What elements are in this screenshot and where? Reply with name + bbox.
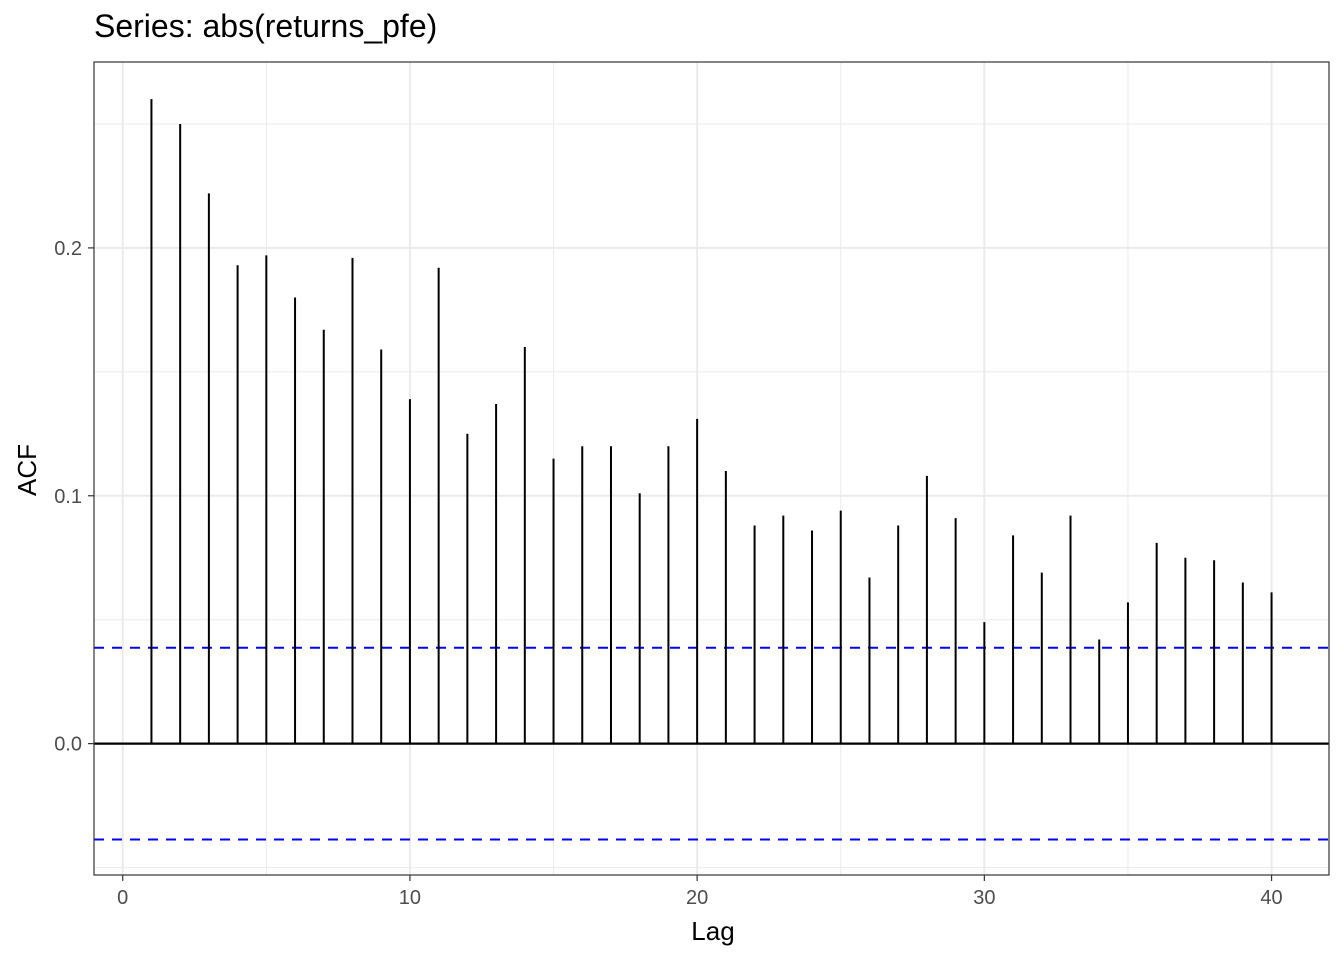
grid-lines [94,62,1329,875]
y-axis: 0.0 0.1 0.2 [54,238,94,756]
y-axis-label: ACF [12,444,42,496]
acf-bars [94,99,1329,745]
x-axis: 0 10 20 30 40 [117,875,1283,909]
confidence-bounds [94,646,1329,841]
x-tick-label: 40 [1260,887,1282,909]
y-tick-label: 0.1 [54,486,82,508]
y-tick-label: 0.2 [54,238,82,260]
chart-title: Series: abs(returns_pfe) [94,8,438,44]
x-axis-label: Lag [691,916,734,946]
y-tick-label: 0.0 [54,734,82,756]
x-tick-label: 30 [973,887,995,909]
x-tick-label: 0 [117,887,128,909]
x-tick-label: 20 [686,887,708,909]
panel-border [93,61,1330,876]
x-tick-label: 10 [399,887,421,909]
